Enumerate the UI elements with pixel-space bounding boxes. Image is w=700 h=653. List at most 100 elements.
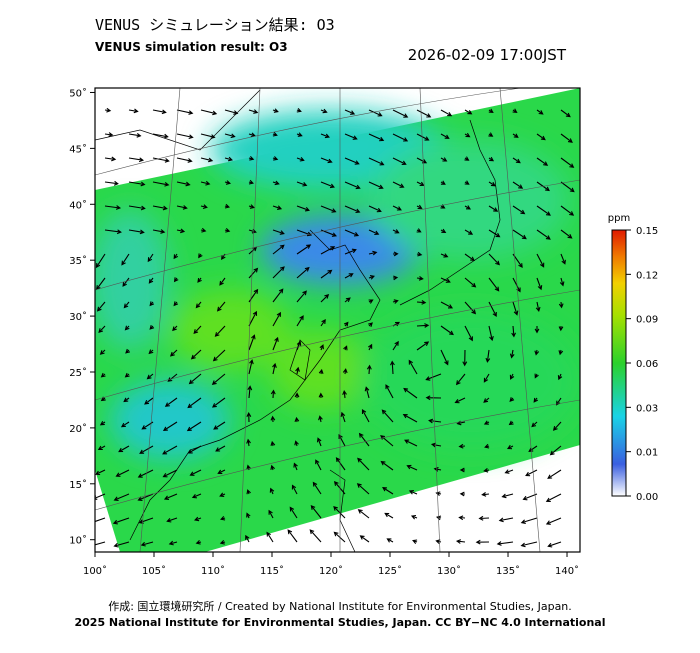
wind-arrow (509, 397, 515, 402)
wind-arrow (272, 311, 281, 327)
wind-arrow (483, 420, 490, 425)
wind-arrow (128, 205, 146, 211)
wind-arrow (296, 315, 304, 327)
wind-arrow (318, 392, 324, 399)
graticule (95, 88, 580, 552)
wind-arrow (368, 322, 373, 327)
wind-arrow (320, 133, 330, 139)
wind-arrow (224, 180, 232, 185)
wind-arrow (104, 180, 119, 186)
wind-arrow (558, 301, 564, 309)
y-tick-label: 50˚ (69, 87, 87, 99)
wind-arrow (176, 228, 186, 234)
wind-arrow (272, 131, 278, 137)
wind-arrow (368, 133, 385, 142)
wind-arrow (270, 464, 275, 471)
wind-arrow (219, 277, 226, 286)
wind-arrow (164, 397, 178, 407)
wind-arrow (390, 360, 395, 375)
wind-arrow (190, 349, 202, 360)
timestamp: 2026-02-09 17:00JST (408, 46, 567, 64)
wind-arrow (187, 397, 202, 409)
colorbar-tick-label: 0.06 (636, 359, 658, 370)
wind-arrow (104, 229, 122, 235)
wind-arrow (392, 133, 409, 142)
wind-arrow (464, 229, 474, 235)
wind-arrow (176, 157, 193, 163)
wind-arrow (416, 323, 430, 328)
wind-arrow (392, 251, 399, 257)
wind-arrow (168, 540, 178, 546)
wind-arrow (246, 489, 251, 495)
wind-arrow (425, 373, 442, 381)
wind-arrow (359, 535, 370, 543)
wind-arrow (294, 392, 300, 399)
colorbar-tick-label: 0.09 (636, 315, 658, 326)
y-tick-label: 25˚ (69, 367, 87, 379)
wind-arrow (344, 157, 360, 165)
wind-arrow (122, 277, 130, 287)
wind-arrow (368, 299, 374, 304)
x-tick-label: 115˚ (260, 565, 284, 577)
wind-arrow (140, 541, 154, 547)
wind-arrow (287, 529, 298, 543)
wind-arrow (320, 157, 333, 164)
wind-arrow (296, 244, 312, 255)
license: 2025 National Institute for Environmenta… (74, 616, 605, 629)
wind-arrow (356, 483, 370, 495)
wind-arrow (320, 318, 326, 327)
wind-arrow (188, 373, 202, 385)
wind-arrow (344, 181, 361, 190)
wind-arrow (536, 157, 549, 166)
wind-arrow (214, 325, 226, 337)
wind-arrow (440, 253, 449, 258)
wind-arrow (137, 493, 154, 501)
wind-arrow (361, 409, 370, 423)
wind-arrow (384, 512, 394, 519)
wind-arrow (147, 253, 154, 263)
wind-arrow (392, 340, 399, 351)
wind-arrows (95, 107, 575, 548)
wind-arrow (270, 415, 276, 423)
wind-arrow (558, 325, 564, 332)
wind-arrow (115, 469, 130, 477)
wind-arrow (560, 253, 566, 265)
wind-arrow (412, 539, 418, 544)
wind-arrow (498, 517, 514, 523)
wind-arrow (97, 445, 106, 451)
wind-arrow (128, 108, 139, 114)
wind-arrow (340, 411, 346, 423)
wind-arrow (296, 290, 307, 303)
y-tick-label: 20˚ (69, 423, 87, 435)
wind-arrow (552, 421, 562, 431)
wind-arrow (344, 109, 356, 115)
wind-arrow (169, 349, 178, 357)
wind-arrow (137, 469, 154, 478)
wind-arrow (520, 541, 538, 548)
x-tick-label: 110˚ (201, 565, 225, 577)
wind-arrow (440, 133, 450, 139)
wind-arrow (454, 397, 466, 404)
wind-arrow (167, 373, 178, 382)
wind-arrow (320, 181, 335, 189)
wind-arrow (104, 107, 112, 113)
wind-arrow (512, 277, 521, 293)
wind-arrow (148, 349, 154, 355)
wind-arrow (560, 181, 575, 193)
wind-arrow (462, 349, 468, 367)
wind-arrow (293, 462, 298, 471)
wind-arrow (367, 343, 373, 351)
wind-arrow (440, 325, 454, 336)
wind-arrow (344, 273, 354, 279)
wind-arrow (536, 205, 551, 216)
wind-arrow (455, 539, 466, 544)
wind-arrow (296, 266, 310, 279)
wind-arrow (289, 506, 298, 519)
wind-arrow (96, 277, 106, 291)
wind-arrow (504, 469, 514, 474)
wind-arrow (113, 493, 130, 501)
credit: 作成: 国立環境研究所 / Created by National Instit… (108, 599, 572, 613)
wind-arrow (99, 420, 106, 426)
wind-arrow (98, 325, 106, 334)
wind-arrow (483, 397, 490, 403)
